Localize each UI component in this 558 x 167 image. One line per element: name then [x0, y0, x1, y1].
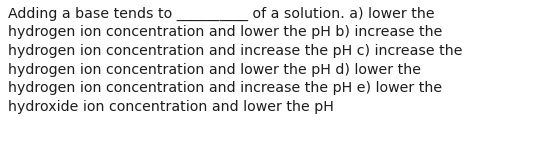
Text: Adding a base tends to __________ of a solution. a) lower the
hydrogen ion conce: Adding a base tends to __________ of a s…	[8, 7, 463, 114]
